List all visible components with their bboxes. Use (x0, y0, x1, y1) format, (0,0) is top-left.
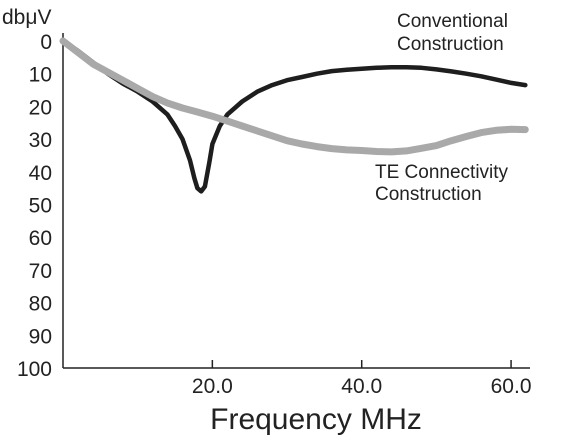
x-tick-label: 40.0 (341, 375, 382, 398)
y-tick-label: 50 (29, 195, 52, 218)
x-axis-title: Frequency MHz (210, 403, 422, 436)
y-axis-ticks: 0 10 20 30 40 50 60 70 80 90 100 (17, 31, 52, 381)
y-tick-label: 40 (29, 162, 52, 185)
series-line-conventional-construction (60, 38, 528, 194)
y-tick-label: 80 (29, 293, 52, 316)
y-tick-label: 60 (29, 227, 52, 250)
y-tick-label: 90 (29, 325, 52, 348)
series-label: Construction (375, 184, 482, 205)
y-tick-label: 0 (40, 31, 52, 54)
series-layer (59, 37, 529, 194)
x-tick-label: 60.0 (491, 375, 532, 398)
series-label: TE Connectivity (375, 162, 509, 183)
x-axis-ticks: 20.0 40.0 60.0 (192, 360, 532, 398)
series-label: Construction (397, 34, 504, 55)
y-tick-label: 10 (29, 64, 52, 87)
y-tick-label: 70 (29, 260, 52, 283)
axes (62, 33, 530, 369)
series-line-te-connectivity-construction (59, 37, 529, 156)
y-tick-label: 20 (29, 96, 52, 119)
y-tick-label: 30 (29, 129, 52, 152)
y-axis-title: dbμV (2, 6, 51, 29)
y-tick-label: 100 (17, 358, 52, 381)
x-tick-label: 20.0 (192, 375, 233, 398)
series-label: Conventional (397, 11, 508, 32)
